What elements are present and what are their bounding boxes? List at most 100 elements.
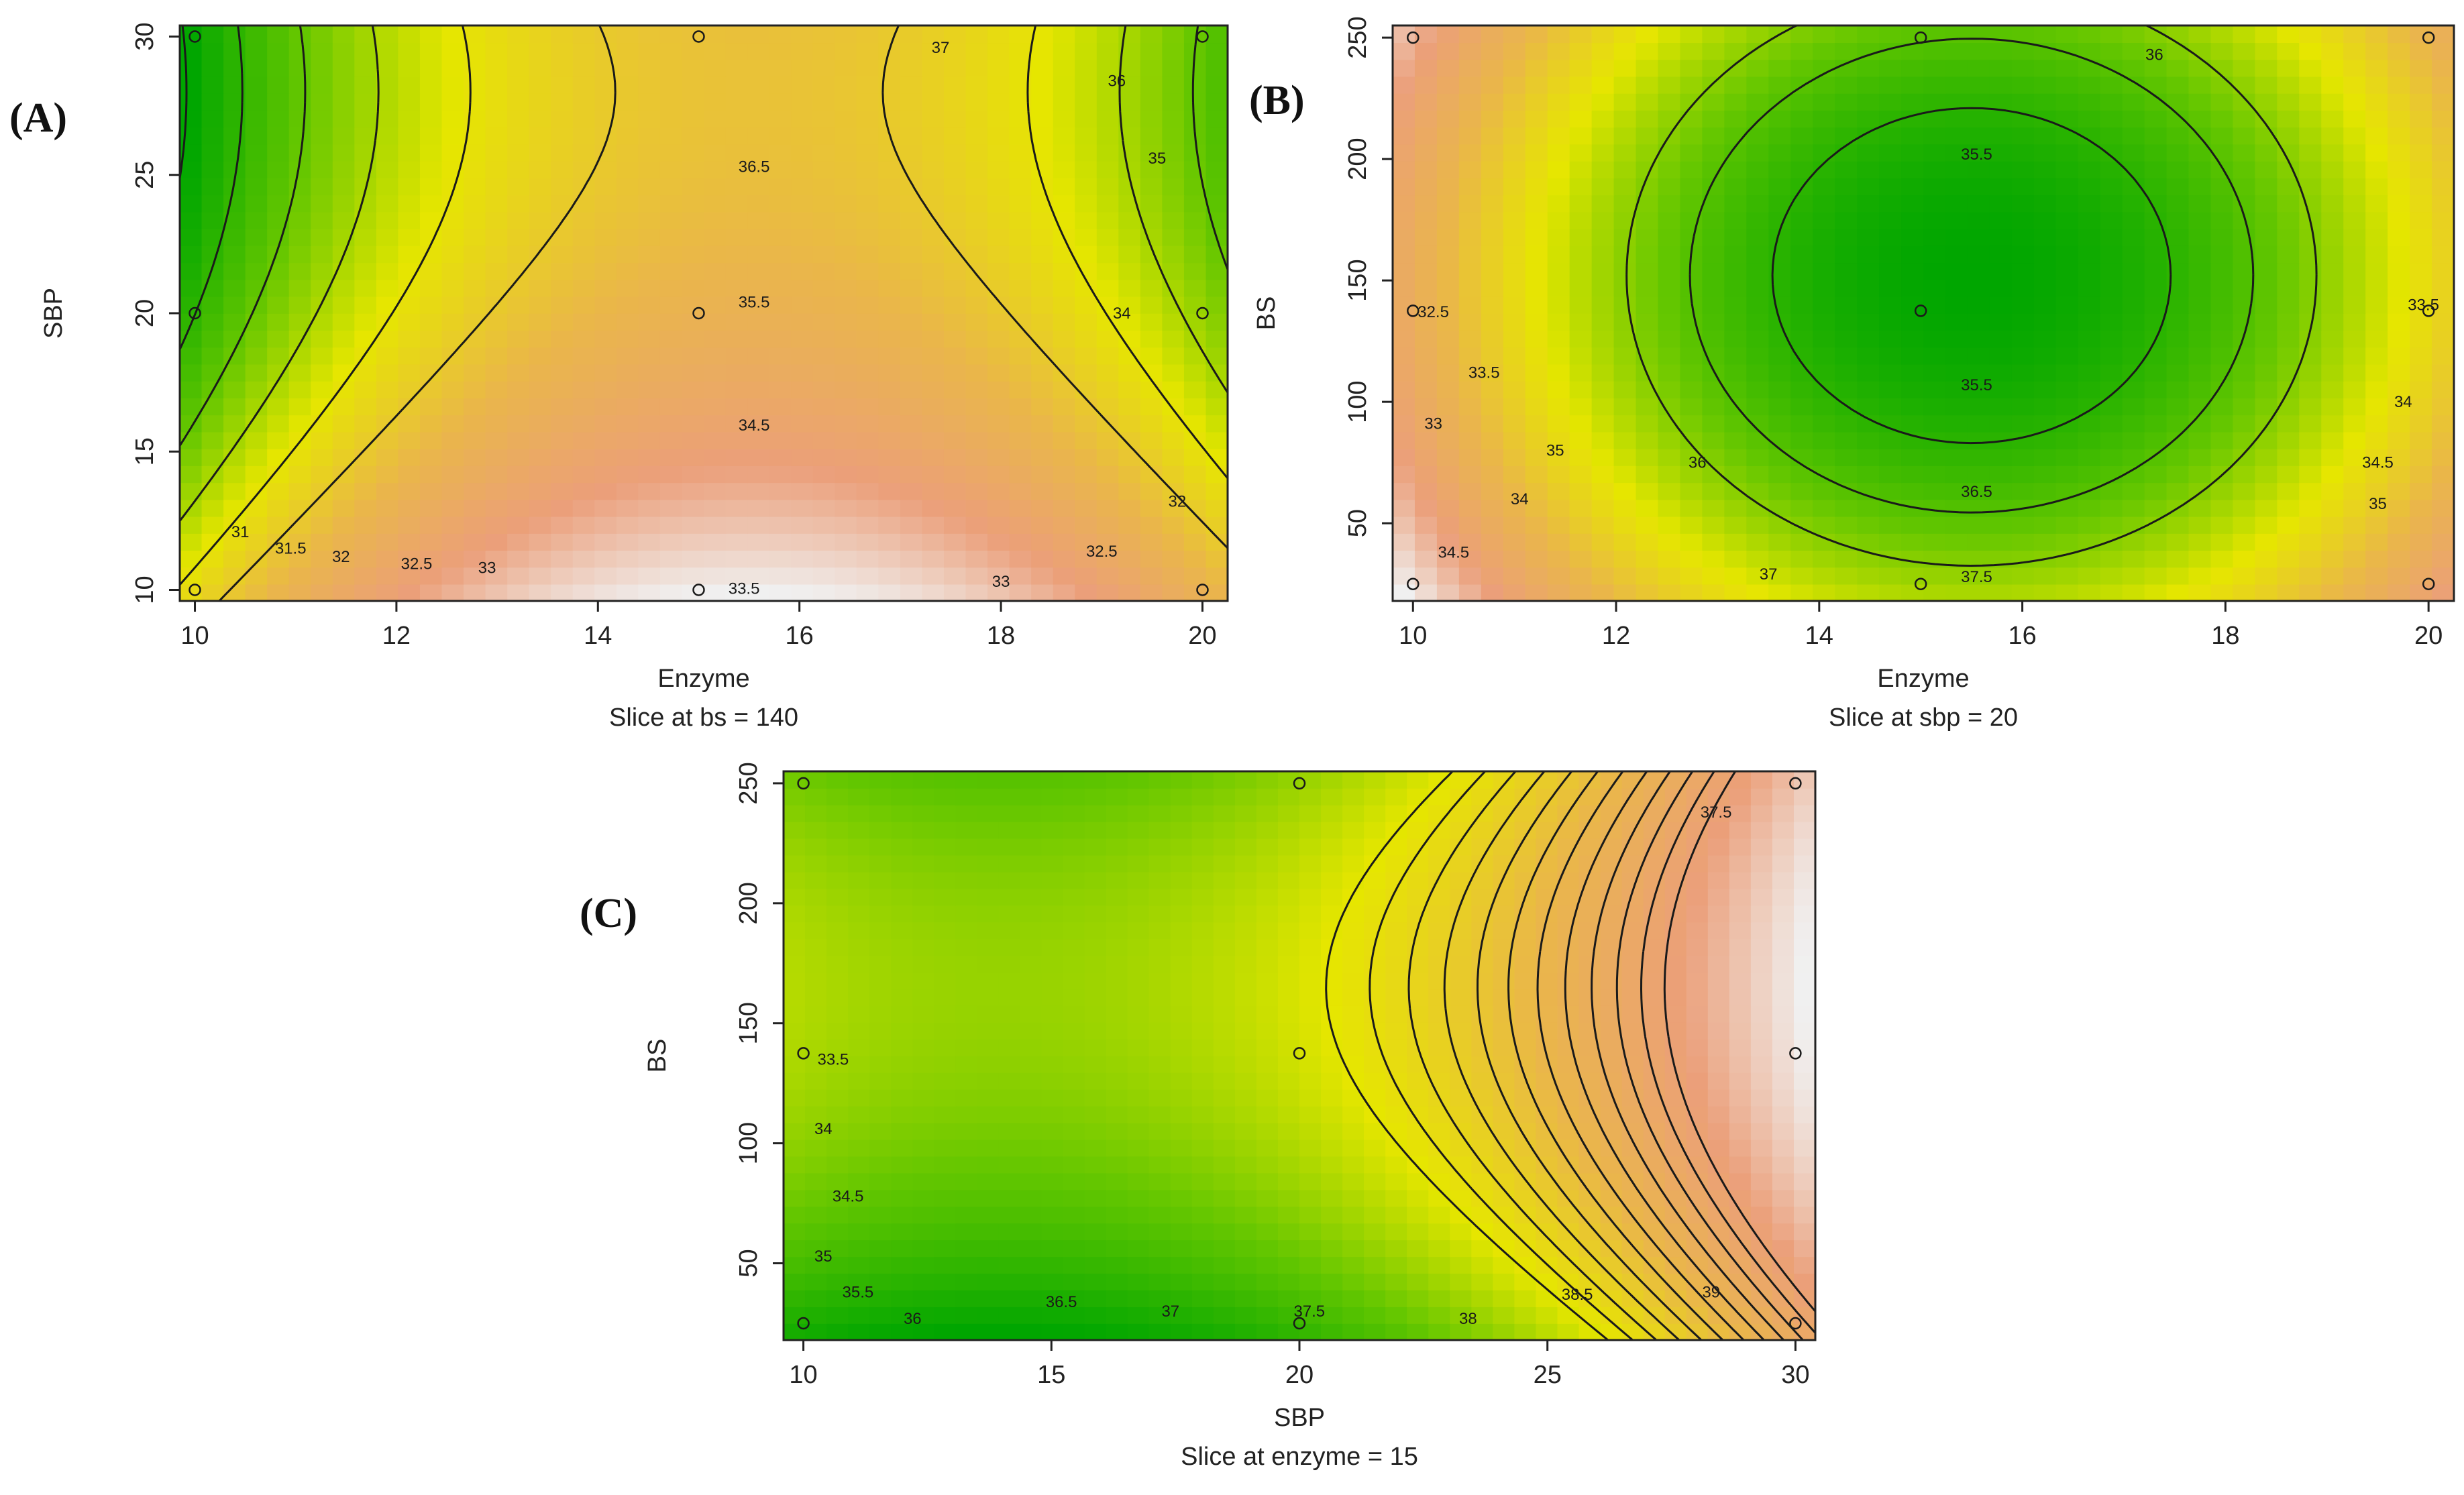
contour-label: 35.5 (1961, 376, 1992, 394)
heatmap-cell (987, 144, 1010, 162)
heatmap-cell (1579, 872, 1601, 889)
heatmap-cell (2432, 280, 2455, 297)
heatmap-cell (1106, 1173, 1128, 1191)
heatmap-cell (1857, 330, 1880, 347)
heatmap-cell (2255, 161, 2278, 178)
heatmap-cell (180, 500, 202, 517)
heatmap-cell (2365, 414, 2388, 432)
heatmap-cell (1772, 922, 1795, 939)
heatmap-cell (1106, 1323, 1128, 1341)
heatmap-cell (891, 1156, 913, 1174)
heatmap-cell (442, 398, 464, 415)
heatmap-cell (826, 1140, 849, 1157)
heatmap-cell (1278, 1190, 1300, 1207)
heatmap-cell (2167, 59, 2190, 76)
heatmap-cell (1968, 414, 1990, 432)
heatmap-cell (2123, 229, 2145, 246)
heatmap-cell (1256, 1223, 1279, 1240)
heatmap-cell (507, 161, 529, 178)
heatmap-cell (2343, 584, 2366, 602)
heatmap-cell (1042, 805, 1064, 822)
heatmap-cell (869, 788, 892, 806)
heatmap-cell (1010, 229, 1032, 246)
heatmap-cell (2255, 262, 2278, 280)
heatmap-cell (1658, 584, 1681, 602)
heatmap-cell (912, 1156, 934, 1174)
heatmap-cell (1879, 195, 1902, 212)
heatmap-cell (2189, 449, 2212, 466)
heatmap-cell (1171, 1123, 1193, 1140)
heatmap-cell (835, 313, 857, 331)
heatmap-cell (1493, 955, 1515, 973)
heatmap-cell (246, 110, 268, 127)
heatmap-cell (1746, 313, 1769, 331)
heatmap-cell (223, 245, 246, 263)
heatmap-cell (1437, 330, 1460, 347)
heatmap-cell (1192, 872, 1214, 889)
heatmap-cell (638, 178, 660, 195)
heatmap-cell (966, 110, 988, 127)
heatmap-cell (682, 465, 704, 483)
heatmap-cell (934, 1140, 956, 1157)
heatmap-cell (1601, 1323, 1623, 1341)
heatmap-cell (2034, 364, 2057, 382)
heatmap-cell (1503, 516, 1526, 534)
heatmap-cell (1256, 1323, 1279, 1341)
heatmap-cell (704, 398, 726, 415)
heatmap-cell (1790, 127, 1813, 144)
heatmap-cell (202, 465, 224, 483)
heatmap-cell (1097, 465, 1119, 483)
heatmap-cell (2100, 178, 2123, 195)
heatmap-cell (1493, 1140, 1515, 1157)
heatmap-cell (1751, 1039, 1773, 1056)
heatmap-cell (1459, 212, 1482, 229)
heatmap-cell (1162, 42, 1184, 60)
heatmap-cell (791, 178, 813, 195)
heatmap-cell (1665, 1039, 1687, 1056)
heatmap-cell (977, 889, 999, 906)
heatmap-cell (2078, 212, 2101, 229)
heatmap-cell (1794, 1123, 1816, 1140)
heatmap-cell (1614, 110, 1637, 127)
heatmap-cell (376, 296, 398, 314)
heatmap-cell (551, 465, 573, 483)
heatmap-cell (1140, 449, 1163, 466)
heatmap-cell (1536, 805, 1558, 822)
heatmap-cell (2189, 347, 2212, 364)
heatmap-cell (1364, 1307, 1386, 1324)
heatmap-cell (2210, 414, 2233, 432)
heatmap-cell (1184, 414, 1206, 432)
heatmap-cell (1106, 1140, 1128, 1157)
heatmap-cell (1053, 432, 1075, 449)
heatmap-cell (1415, 550, 1438, 567)
heatmap-cell (354, 229, 376, 246)
heatmap-cell (934, 955, 956, 973)
heatmap-cell (1162, 313, 1184, 331)
heatmap-cell (551, 178, 573, 195)
heatmap-cell (2078, 195, 2101, 212)
heatmap-cell (1794, 1156, 1816, 1174)
heatmap-cell (507, 398, 529, 415)
heatmap-cell (2321, 144, 2344, 162)
heatmap-cell (2388, 262, 2410, 280)
heatmap-cell (1162, 59, 1184, 76)
heatmap-cell (1214, 1173, 1236, 1191)
heatmap-cell (977, 788, 999, 806)
heatmap-cell (1558, 1039, 1580, 1056)
heatmap-cell (2123, 381, 2145, 398)
heatmap-cell (1729, 1072, 1752, 1090)
heatmap-cell (1235, 972, 1257, 989)
heatmap-cell (1459, 432, 1482, 449)
heatmap-cell (2277, 516, 2300, 534)
heatmap-cell (1075, 432, 1097, 449)
heatmap-cell (1901, 482, 1924, 500)
heatmap-cell (2189, 500, 2212, 517)
heatmap-cell (529, 381, 551, 398)
heatmap-cell (442, 449, 464, 466)
heatmap-cell (1385, 1156, 1407, 1174)
heatmap-cell (987, 42, 1010, 60)
heatmap-cell (464, 432, 486, 449)
heatmap-cell (354, 262, 376, 280)
heatmap-cell (2277, 432, 2300, 449)
heatmap-cell (1493, 1323, 1515, 1341)
